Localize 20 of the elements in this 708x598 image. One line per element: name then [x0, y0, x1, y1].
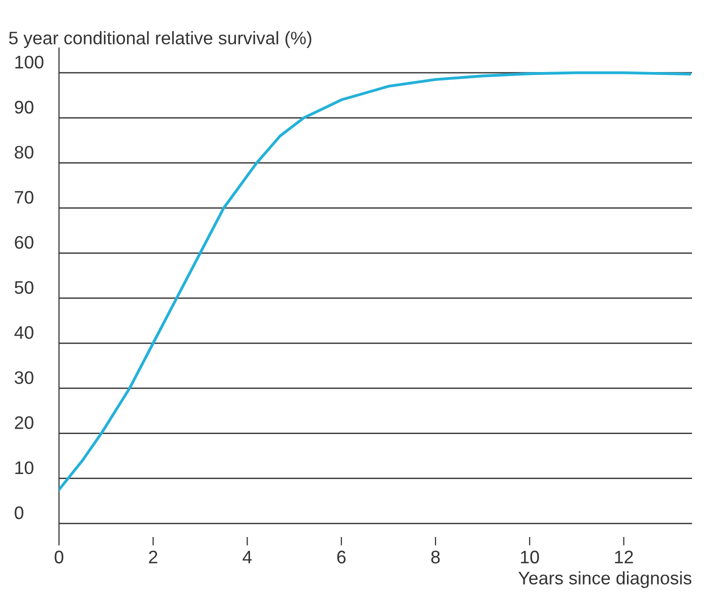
y-tick-label: 80 — [14, 146, 34, 159]
y-tick-label: 90 — [14, 100, 34, 114]
x-tick-label: 6 — [337, 550, 346, 564]
x-tick-label: 4 — [242, 550, 252, 564]
x-tick-label: 8 — [431, 550, 440, 564]
y-tick-label: 30 — [14, 371, 34, 384]
y-tick-label: 50 — [14, 281, 34, 294]
y-tick-label: 0 — [14, 506, 24, 520]
x-tick-label: 10 — [520, 550, 539, 564]
y-tick-label: 100 — [15, 56, 44, 69]
y-tick-label: 40 — [14, 326, 34, 339]
y-tick-label: 60 — [14, 236, 34, 249]
x-axis-title: Years since diagnosis — [518, 571, 692, 588]
x-tick-label: 0 — [54, 550, 64, 564]
x-tick-label: 12 — [615, 550, 633, 564]
y-axis-title: 5 year conditional relative survival (%) — [9, 31, 312, 48]
y-tick-label: 20 — [14, 416, 34, 430]
y-tick-label: 10 — [15, 461, 34, 474]
x-tick-label: 2 — [149, 550, 158, 564]
y-tick-label: 70 — [14, 190, 34, 204]
